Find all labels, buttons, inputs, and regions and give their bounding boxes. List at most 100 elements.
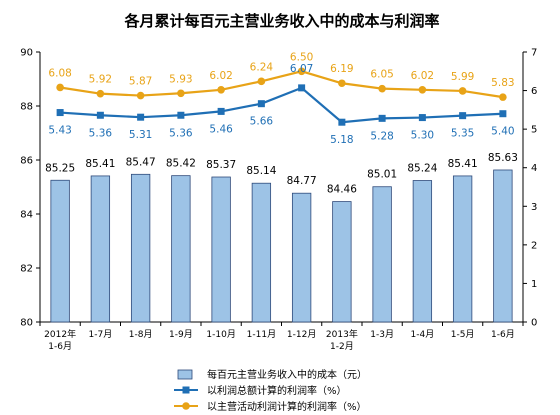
total-profit-rate-point bbox=[56, 109, 64, 117]
main-profit-rate-point bbox=[378, 84, 386, 93]
main-profit-rate-label: 6.08 bbox=[48, 67, 71, 79]
main-profit-rate-label: 5.99 bbox=[451, 71, 474, 83]
total-profit-rate-label: 5.43 bbox=[48, 125, 71, 137]
right-tick-label: 5 bbox=[531, 125, 537, 136]
main-profit-rate-label: 6.50 bbox=[290, 51, 313, 63]
main-profit-rate-label: 5.83 bbox=[491, 77, 514, 89]
total-profit-rate-point bbox=[338, 118, 346, 126]
x-tick-label: 2013年 bbox=[326, 328, 358, 340]
main-profit-rate-point bbox=[257, 77, 266, 86]
main-profit-rate-point bbox=[499, 93, 507, 101]
x-tick-label: 1-2月 bbox=[330, 341, 354, 352]
x-tick-label: 1-11月 bbox=[247, 329, 276, 340]
right-tick-label: 1 bbox=[531, 279, 537, 290]
main-profit-rate-label: 5.92 bbox=[89, 74, 112, 86]
legend-label-total-profit: 以利润总额计算的利润率（%） bbox=[207, 384, 347, 397]
x-tick-label: 1-12月 bbox=[287, 329, 316, 340]
main-profit-rate-label: 6.24 bbox=[250, 61, 274, 73]
bar-value-label: 85.37 bbox=[206, 159, 236, 171]
bar-cost bbox=[130, 173, 151, 323]
x-tick-label: 2012年 bbox=[44, 328, 76, 340]
total-profit-rate-point bbox=[177, 111, 185, 119]
bar-value-label: 84.46 bbox=[327, 184, 357, 196]
chart-title: 各月累计每百元主营业务收入中的成本与利润率 bbox=[123, 12, 439, 30]
x-tick-label: 1-6月 bbox=[48, 341, 72, 352]
bar-value-label: 85.24 bbox=[407, 163, 437, 175]
legend-label-cost: 每百元主营业务收入中的成本（元） bbox=[207, 368, 367, 381]
right-tick-label: 3 bbox=[531, 202, 537, 213]
bar-series bbox=[50, 169, 513, 323]
main-profit-rate-label: 6.02 bbox=[411, 70, 434, 82]
x-tick-label: 1-4月 bbox=[411, 329, 435, 340]
total-profit-rate-label: 5.36 bbox=[169, 127, 193, 139]
main-profit-rate-point bbox=[458, 87, 467, 95]
legend-swatch-cost bbox=[177, 369, 193, 380]
bar-value-label: 85.41 bbox=[448, 158, 478, 170]
right-tick-label: 6 bbox=[531, 86, 537, 97]
bar-cost bbox=[332, 201, 352, 323]
bar-value-label: 85.01 bbox=[367, 169, 397, 181]
bar-value-label: 85.63 bbox=[488, 152, 518, 164]
bar-cost bbox=[291, 192, 312, 323]
total-profit-rate-point bbox=[378, 114, 386, 122]
bar-value-label: 85.47 bbox=[126, 156, 156, 168]
bar-cost bbox=[412, 180, 433, 323]
bar-cost bbox=[493, 169, 513, 323]
total-profit-rate-label: 5.18 bbox=[330, 134, 353, 146]
x-tick-label: 1-3月 bbox=[370, 329, 394, 340]
legend: 每百元主营业务收入中的成本（元） 以利润总额计算的利润率（%） 以主营活动利润计算的… bbox=[174, 368, 367, 413]
left-tick-label: 84 bbox=[20, 210, 33, 221]
main-profit-rate-label: 5.93 bbox=[169, 73, 192, 85]
bar-cost bbox=[90, 175, 111, 323]
total-profit-rate-label: 5.66 bbox=[250, 116, 274, 128]
bar-cost bbox=[50, 179, 70, 323]
main-profit-rate-point bbox=[96, 89, 105, 98]
legend-marker-main-profit bbox=[182, 402, 190, 410]
bar-cost bbox=[251, 182, 272, 323]
x-tick-label: 1-9月 bbox=[169, 329, 193, 340]
total-profit-rate-point bbox=[459, 112, 467, 120]
total-profit-rate-label: 5.40 bbox=[491, 126, 514, 138]
bar-cost bbox=[211, 176, 231, 323]
x-tick-label: 1-8月 bbox=[129, 329, 153, 340]
total-profit-rate-label: 5.35 bbox=[451, 128, 474, 140]
total-profit-rate-point bbox=[217, 107, 225, 115]
left-tick-label: 80 bbox=[20, 318, 33, 329]
bar-value-label: 84.77 bbox=[287, 175, 317, 187]
total-profit-rate-label: 5.31 bbox=[129, 129, 152, 141]
line-series bbox=[56, 67, 507, 126]
data-labels: 85.25 85.41 85.47 85.42 85.37 85.14 84.77 84.46… bbox=[45, 51, 518, 195]
x-tick-label: 1-10月 bbox=[206, 329, 235, 340]
bar-value-label: 85.41 bbox=[85, 158, 115, 170]
main-profit-rate-label: 6.02 bbox=[209, 70, 232, 82]
total-profit-rate-point bbox=[96, 111, 104, 119]
bar-value-label: 85.14 bbox=[246, 165, 276, 177]
right-tick-label: 4 bbox=[531, 163, 537, 174]
total-profit-rate-point bbox=[137, 113, 145, 121]
legend-label-main-profit: 以主营活动利润计算的利润率（%） bbox=[207, 400, 367, 413]
bar-cost bbox=[452, 175, 473, 323]
x-tick-label: 1-6月 bbox=[491, 329, 515, 340]
bar-cost bbox=[171, 175, 191, 323]
main-profit-rate-line bbox=[59, 70, 504, 99]
main-profit-rate-point bbox=[338, 79, 346, 88]
right-tick-label: 2 bbox=[531, 240, 537, 251]
main-profit-rate-label: 5.87 bbox=[129, 76, 152, 88]
x-tick-label: 1-7月 bbox=[89, 329, 113, 340]
total-profit-rate-label: 5.46 bbox=[209, 123, 233, 135]
total-profit-rate-point bbox=[499, 110, 507, 118]
main-profit-rate-point bbox=[177, 89, 185, 98]
total-profit-rate-point bbox=[418, 114, 426, 122]
bar-value-label: 85.42 bbox=[166, 158, 196, 170]
total-profit-rate-label: 5.28 bbox=[370, 130, 393, 142]
left-tick-label: 82 bbox=[20, 264, 33, 275]
bar-value-label: 85.25 bbox=[45, 162, 75, 174]
total-profit-rate-point bbox=[257, 100, 265, 108]
total-profit-rate-line bbox=[60, 86, 503, 124]
right-tick-label: 7 bbox=[531, 48, 537, 59]
left-tick-label: 88 bbox=[20, 102, 33, 113]
main-profit-rate-point bbox=[217, 86, 225, 94]
